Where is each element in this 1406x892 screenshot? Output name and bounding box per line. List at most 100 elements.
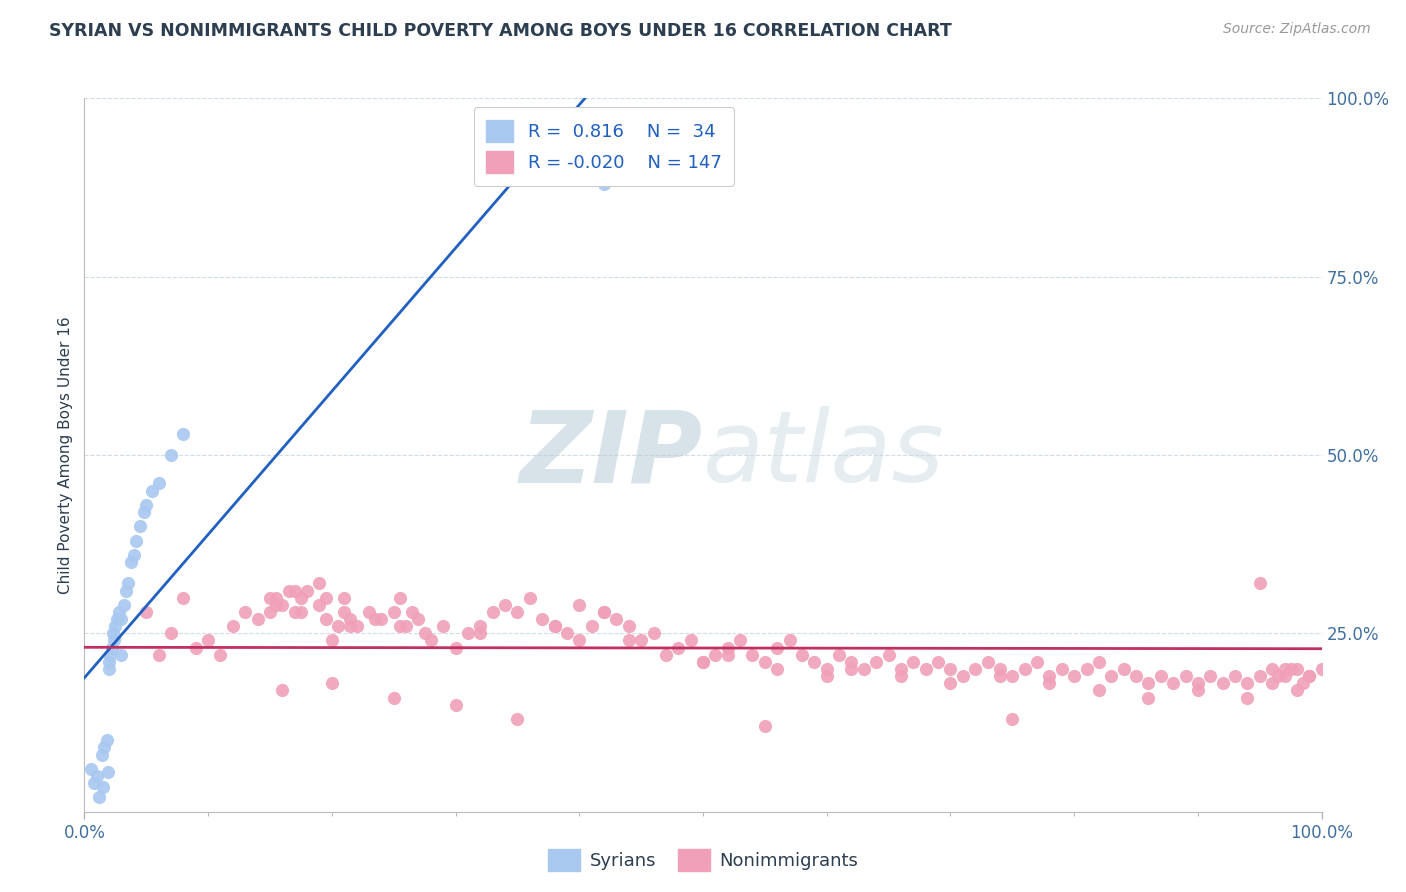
Point — [89, 790, 111, 805]
Point — [222, 619, 245, 633]
Point — [432, 619, 454, 633]
Point — [1292, 676, 1315, 690]
Point — [1187, 676, 1209, 690]
Point — [1076, 662, 1098, 676]
Point — [1174, 669, 1197, 683]
Point — [1279, 662, 1302, 676]
Point — [141, 483, 163, 498]
Point — [717, 640, 740, 655]
Point — [308, 598, 330, 612]
Point — [401, 605, 423, 619]
Point — [1223, 669, 1246, 683]
Point — [1001, 669, 1024, 683]
Point — [105, 612, 128, 626]
Point — [679, 633, 702, 648]
Point — [264, 591, 287, 605]
Point — [1236, 690, 1258, 705]
Point — [264, 598, 287, 612]
Point — [233, 605, 256, 619]
Point — [692, 655, 714, 669]
Point — [543, 619, 565, 633]
Text: atlas: atlas — [703, 407, 945, 503]
Point — [803, 655, 825, 669]
Point — [1063, 669, 1085, 683]
Point — [271, 598, 294, 612]
Point — [965, 662, 987, 676]
Point — [470, 626, 492, 640]
Point — [593, 605, 616, 619]
Point — [132, 505, 155, 519]
Point — [160, 448, 183, 462]
Point — [1274, 662, 1296, 676]
Point — [98, 655, 121, 669]
Point — [125, 533, 148, 548]
Point — [903, 655, 925, 669]
Point — [382, 690, 405, 705]
Point — [172, 591, 194, 605]
Point — [1261, 662, 1284, 676]
Point — [741, 648, 763, 662]
Point — [419, 633, 441, 648]
Point — [321, 633, 343, 648]
Point — [470, 619, 492, 633]
Point — [184, 640, 207, 655]
Point — [1088, 655, 1111, 669]
Point — [120, 555, 142, 569]
Point — [277, 583, 299, 598]
Point — [209, 648, 232, 662]
Point — [704, 648, 727, 662]
Point — [326, 619, 349, 633]
Point — [494, 598, 516, 612]
Point — [333, 591, 356, 605]
Point — [1026, 655, 1049, 669]
Point — [1285, 662, 1308, 676]
Point — [1249, 669, 1271, 683]
Point — [100, 640, 122, 655]
Point — [172, 426, 194, 441]
Point — [444, 698, 467, 712]
Point — [617, 619, 640, 633]
Point — [284, 605, 307, 619]
Point — [333, 605, 356, 619]
Point — [779, 633, 801, 648]
Point — [1125, 669, 1147, 683]
Point — [1298, 669, 1320, 683]
Point — [444, 640, 467, 655]
Point — [1050, 662, 1073, 676]
Point — [271, 683, 294, 698]
Point — [93, 740, 115, 755]
Point — [104, 619, 127, 633]
Point — [1310, 662, 1333, 676]
Point — [357, 605, 380, 619]
Point — [666, 640, 689, 655]
Point — [103, 633, 125, 648]
Point — [790, 648, 813, 662]
Point — [315, 612, 337, 626]
Point — [728, 633, 751, 648]
Point — [115, 583, 138, 598]
Point — [976, 655, 998, 669]
Point — [1137, 690, 1160, 705]
Point — [692, 655, 714, 669]
Point — [1014, 662, 1036, 676]
Point — [643, 626, 665, 640]
Point — [97, 765, 120, 780]
Point — [952, 669, 974, 683]
Point — [988, 669, 1011, 683]
Legend: Syrians, Nonimmigrants: Syrians, Nonimmigrants — [541, 842, 865, 879]
Point — [110, 612, 132, 626]
Point — [259, 591, 281, 605]
Point — [1187, 683, 1209, 698]
Text: ZIP: ZIP — [520, 407, 703, 503]
Point — [112, 598, 135, 612]
Point — [101, 626, 124, 640]
Point — [543, 619, 565, 633]
Point — [939, 662, 962, 676]
Point — [108, 605, 131, 619]
Point — [555, 626, 578, 640]
Point — [865, 655, 887, 669]
Point — [914, 662, 936, 676]
Point — [828, 648, 851, 662]
Point — [1001, 712, 1024, 726]
Point — [117, 576, 139, 591]
